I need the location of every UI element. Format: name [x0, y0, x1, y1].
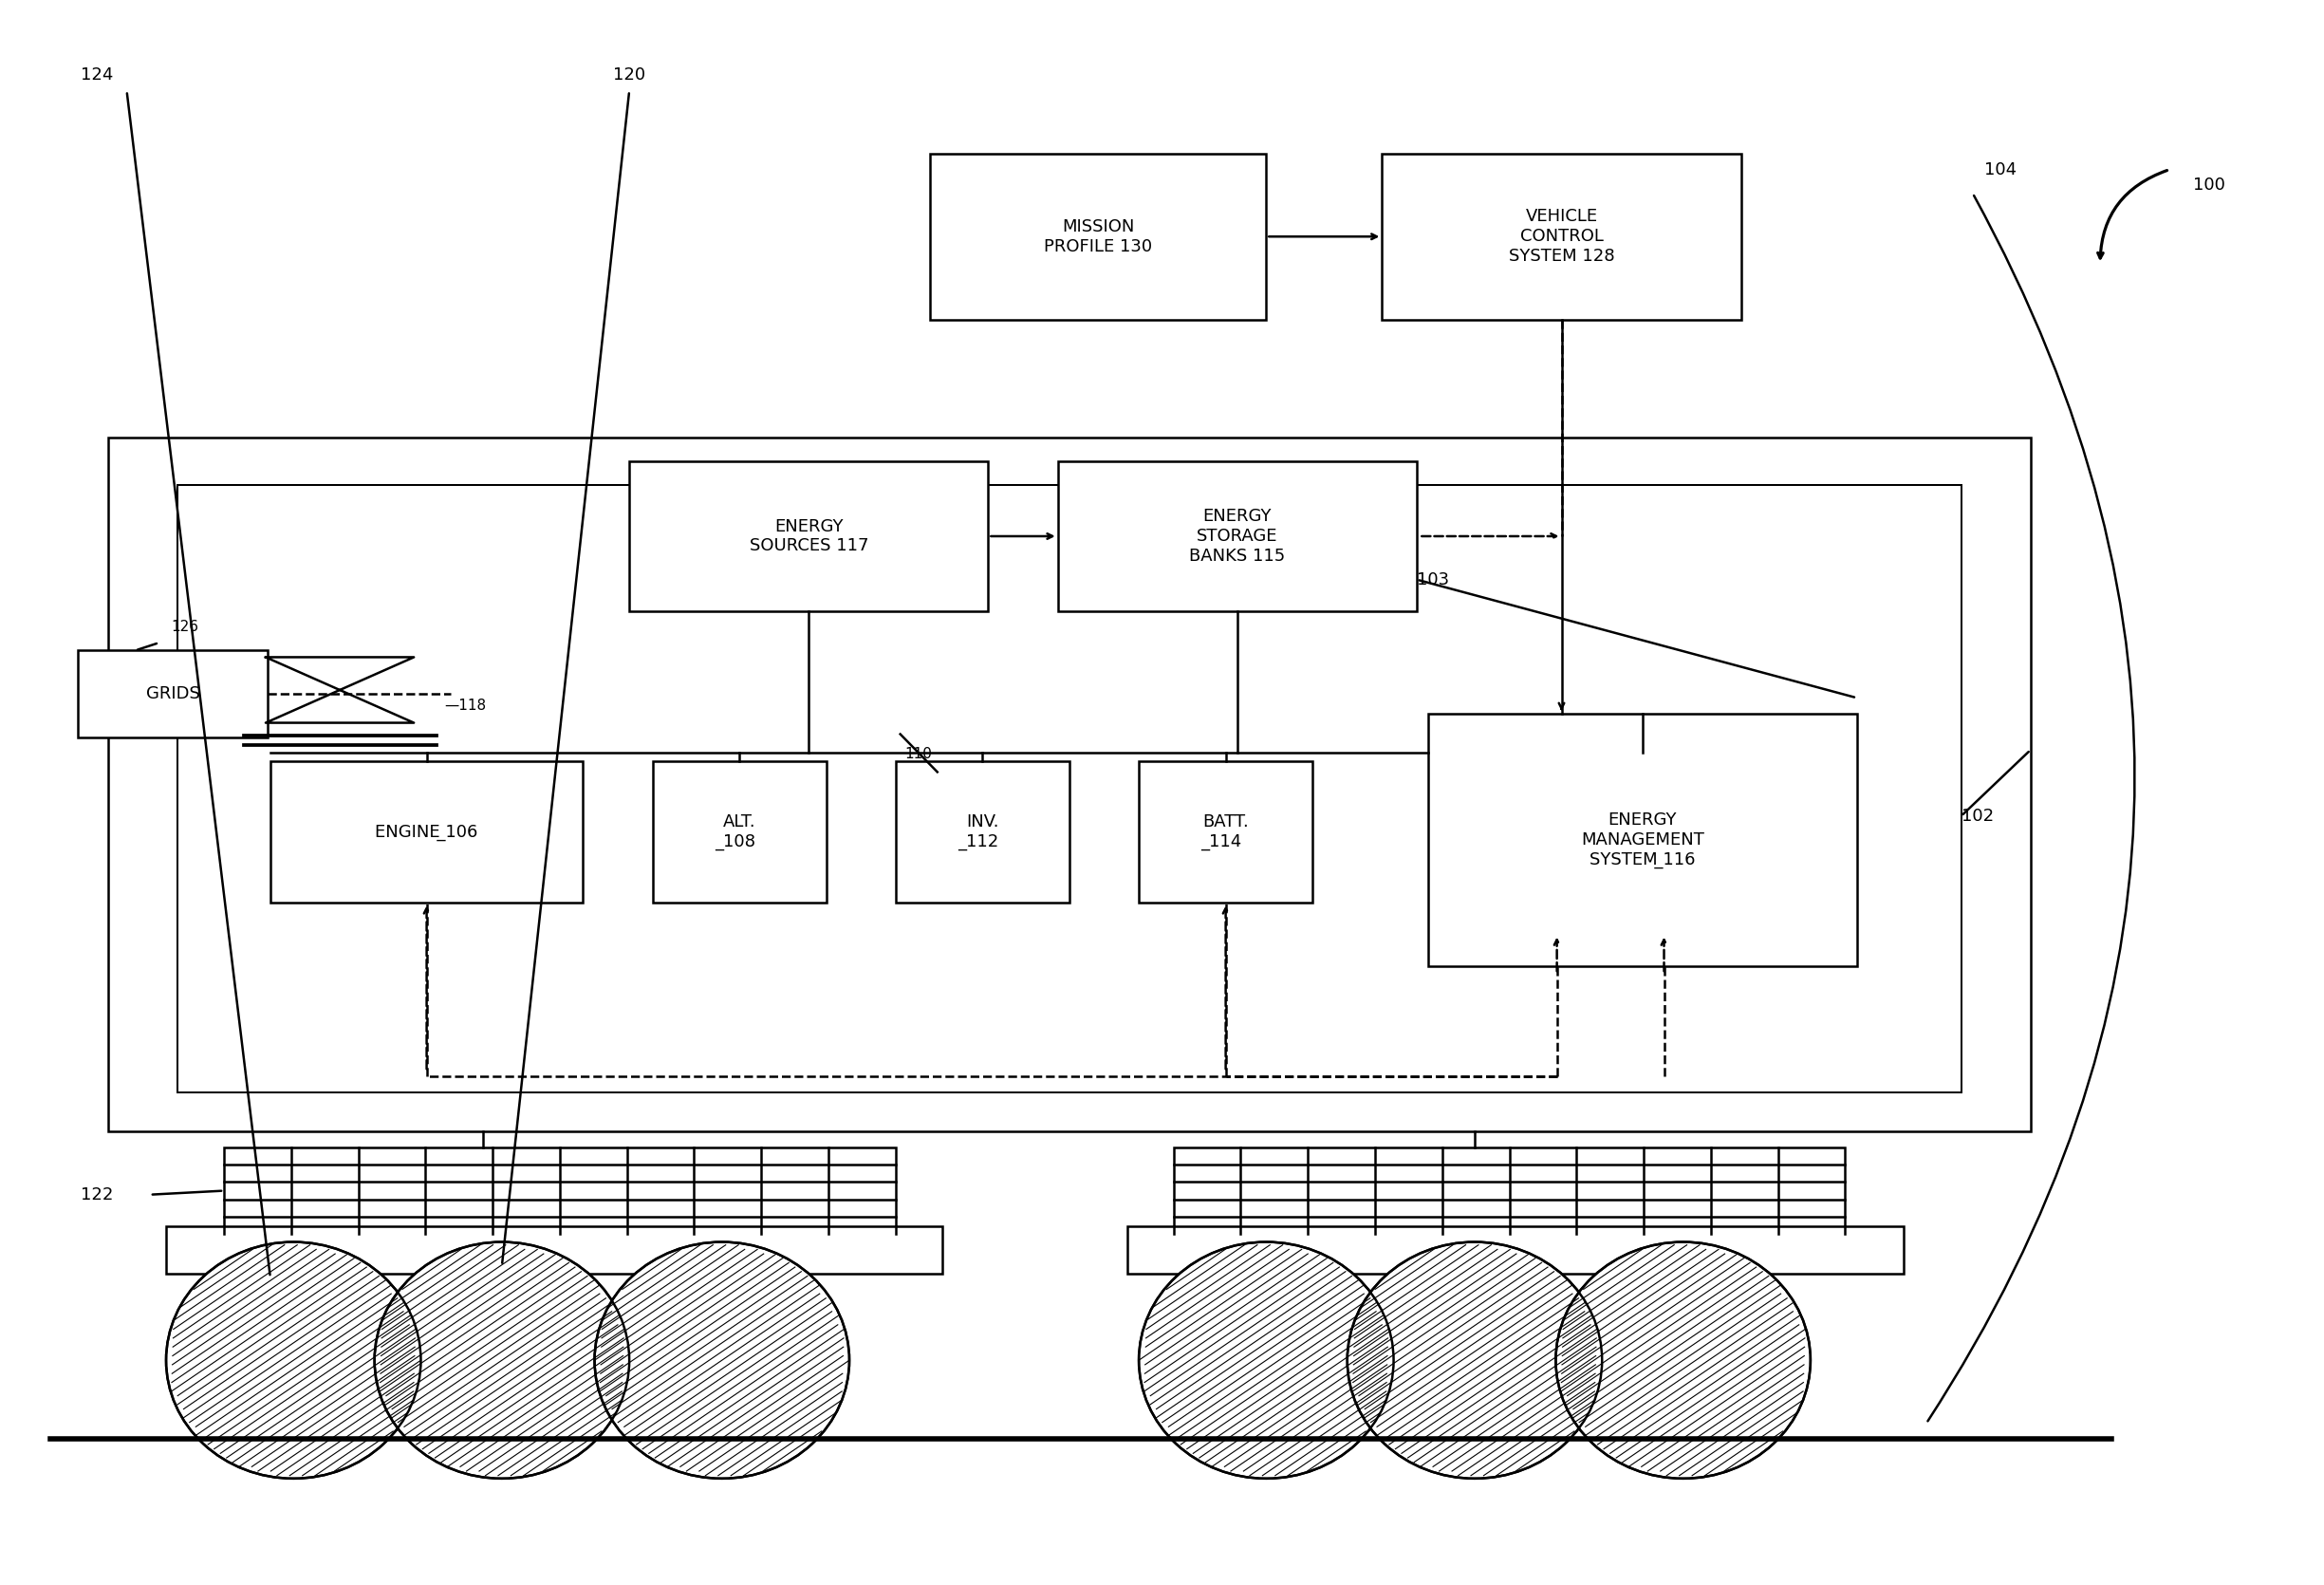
Text: 120: 120: [614, 67, 646, 84]
FancyBboxPatch shape: [177, 485, 1961, 1092]
Text: 102: 102: [1961, 808, 1994, 824]
Ellipse shape: [374, 1243, 630, 1479]
FancyBboxPatch shape: [630, 461, 988, 612]
Text: BATT.
̲114: BATT. ̲114: [1202, 813, 1248, 851]
FancyBboxPatch shape: [1429, 713, 1857, 965]
FancyBboxPatch shape: [1127, 1227, 1903, 1273]
Text: GRIDS: GRIDS: [146, 685, 200, 702]
Text: 104: 104: [1985, 162, 2017, 178]
Text: ENGINE ̲106: ENGINE ̲106: [374, 823, 479, 840]
Text: 122: 122: [81, 1186, 114, 1203]
Ellipse shape: [1555, 1243, 1810, 1479]
FancyBboxPatch shape: [165, 1227, 941, 1273]
Ellipse shape: [595, 1243, 848, 1479]
Text: —118: —118: [444, 699, 486, 713]
Text: VEHICLE
CONTROL
SYSTEM 128: VEHICLE CONTROL SYSTEM 128: [1508, 208, 1615, 265]
Text: 126: 126: [170, 620, 198, 634]
FancyBboxPatch shape: [653, 761, 825, 903]
Text: 103: 103: [1418, 571, 1450, 588]
FancyBboxPatch shape: [1383, 154, 1741, 319]
FancyBboxPatch shape: [270, 761, 583, 903]
Text: ENERGY
MANAGEMENT
SYSTEM ̲116: ENERGY MANAGEMENT SYSTEM ̲116: [1580, 812, 1703, 869]
FancyBboxPatch shape: [79, 650, 267, 737]
FancyBboxPatch shape: [223, 1148, 895, 1235]
Text: ENERGY
STORAGE
BANKS 115: ENERGY STORAGE BANKS 115: [1190, 507, 1285, 564]
FancyBboxPatch shape: [930, 154, 1267, 319]
Text: 100: 100: [2192, 178, 2224, 193]
Text: 124: 124: [81, 67, 114, 84]
FancyBboxPatch shape: [1174, 1148, 1845, 1235]
Text: MISSION
PROFILE 130: MISSION PROFILE 130: [1043, 219, 1153, 255]
FancyBboxPatch shape: [895, 761, 1069, 903]
Ellipse shape: [165, 1243, 421, 1479]
Text: INV.
̲112: INV. ̲112: [967, 813, 999, 851]
FancyBboxPatch shape: [109, 437, 2031, 1132]
FancyBboxPatch shape: [1057, 461, 1418, 612]
Ellipse shape: [1139, 1243, 1394, 1479]
Text: ALT.
̲108: ALT. ̲108: [723, 813, 755, 851]
Ellipse shape: [1348, 1243, 1601, 1479]
Text: 110: 110: [904, 747, 932, 761]
Text: ENERGY
SOURCES 117: ENERGY SOURCES 117: [748, 518, 869, 555]
FancyBboxPatch shape: [1139, 761, 1313, 903]
